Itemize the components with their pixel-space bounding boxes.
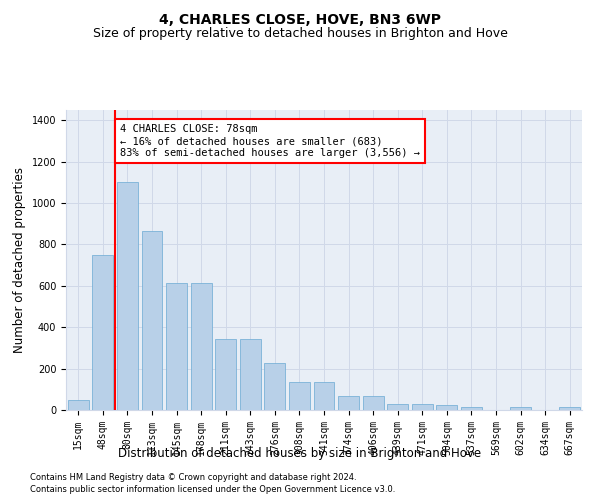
Bar <box>314 382 334 410</box>
Bar <box>510 407 531 410</box>
Text: Contains HM Land Registry data © Crown copyright and database right 2024.: Contains HM Land Registry data © Crown c… <box>30 472 356 482</box>
Text: 4 CHARLES CLOSE: 78sqm
← 16% of detached houses are smaller (683)
83% of semi-de: 4 CHARLES CLOSE: 78sqm ← 16% of detached… <box>120 124 420 158</box>
Bar <box>240 338 261 410</box>
Text: Size of property relative to detached houses in Brighton and Hove: Size of property relative to detached ho… <box>92 28 508 40</box>
Bar <box>387 404 408 410</box>
Y-axis label: Number of detached properties: Number of detached properties <box>13 167 26 353</box>
Bar <box>92 255 113 410</box>
Bar <box>117 182 138 410</box>
Text: Contains public sector information licensed under the Open Government Licence v3: Contains public sector information licen… <box>30 485 395 494</box>
Bar <box>166 283 187 410</box>
Bar <box>338 396 359 410</box>
Bar <box>191 283 212 410</box>
Bar <box>289 382 310 410</box>
Bar <box>436 406 457 410</box>
Text: 4, CHARLES CLOSE, HOVE, BN3 6WP: 4, CHARLES CLOSE, HOVE, BN3 6WP <box>159 12 441 26</box>
Bar <box>559 407 580 410</box>
Bar <box>461 407 482 410</box>
Bar <box>142 231 163 410</box>
Bar <box>362 396 383 410</box>
Bar <box>412 404 433 410</box>
Bar <box>68 400 89 410</box>
Bar <box>265 364 286 410</box>
Bar <box>215 338 236 410</box>
Text: Distribution of detached houses by size in Brighton and Hove: Distribution of detached houses by size … <box>118 448 482 460</box>
